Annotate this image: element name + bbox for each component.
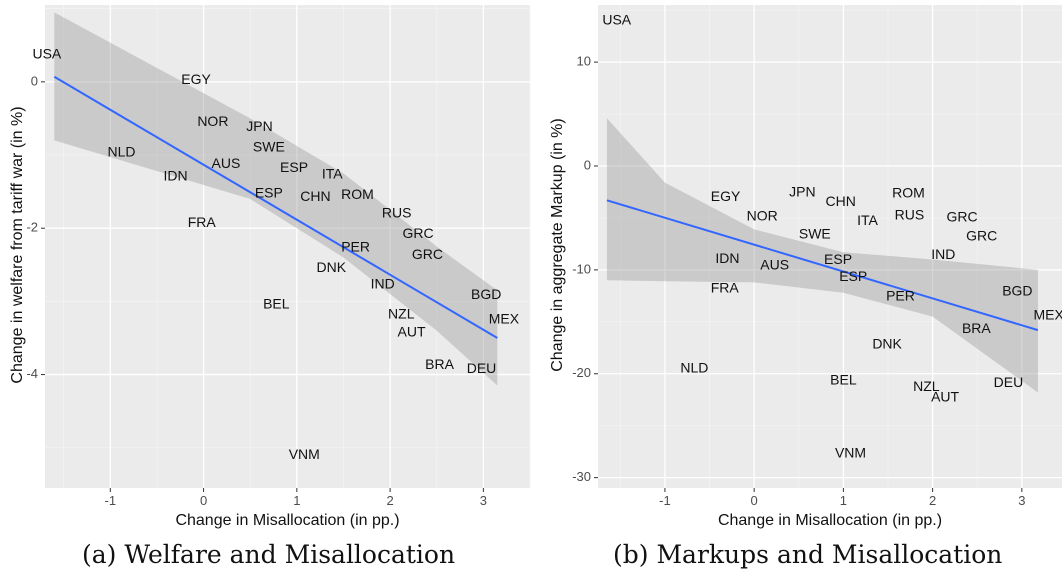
confidence-band [54, 12, 498, 386]
x-axis-title: Change in Misallocation (in pp.) [718, 512, 942, 529]
fit-line [53, 75, 498, 339]
y-tick-label: -2 [26, 220, 38, 235]
point-label-aus: AUS [760, 256, 789, 272]
point-label-idn: IDN [715, 250, 739, 266]
y-tick-label: 10 [577, 54, 591, 69]
point-label-vnm: VNM [835, 444, 866, 460]
fit-line [606, 199, 1039, 332]
point-label-usa: USA [602, 11, 631, 27]
point-label-ita: ITA [857, 212, 878, 228]
y-tick-label: -30 [572, 469, 591, 484]
point-label-bgd: BGD [1002, 282, 1032, 298]
point-label-grc: GRC [946, 209, 977, 225]
point-label-dnk: DNK [872, 335, 902, 351]
y-axis-title: Change in aggregate Markup (in %) [549, 118, 566, 371]
plot-background [45, 5, 530, 488]
point-label-swe: SWE [799, 225, 831, 241]
point-label-ita: ITA [322, 165, 343, 181]
point-label-aus: AUS [212, 155, 241, 171]
markup-misallocation-panel: USA JPN ROM EGY CHN NOR RUS GRC ITA SWE GRC IND IDN E… [549, 5, 1062, 529]
point-label-chn: CHN [826, 193, 856, 209]
point-label-grc: GRC [966, 227, 997, 243]
point-label-vnm: VNM [289, 446, 320, 462]
panel-a-caption: (a) Welfare and Misallocation [82, 540, 456, 569]
point-label-rom: ROM [341, 186, 374, 202]
plot-background [598, 5, 1062, 488]
point-label-swe: SWE [253, 138, 285, 154]
point-label-jpn: JPN [246, 118, 272, 134]
point-label-ind: IND [371, 275, 395, 291]
point-label-fra: FRA [711, 279, 740, 295]
point-label-mex: MEX [1033, 306, 1062, 322]
point-label-egy: EGY [181, 71, 211, 87]
point-label-nld: NLD [680, 359, 708, 375]
x-tick-label: 2 [386, 493, 393, 508]
point-label-ind: IND [931, 246, 955, 262]
confidence-band [606, 118, 1038, 393]
x-tick-label: 1 [293, 493, 300, 508]
point-label-rus: RUS [382, 204, 412, 220]
point-label-aut: AUT [398, 324, 426, 340]
point-label-jpn: JPN [789, 184, 815, 200]
y-tick-label: 0 [584, 157, 591, 172]
panel-b-caption: (b) Markups and Misallocation [613, 540, 1003, 569]
welfare-misallocation-panel: USA EGY NOR JPN SWE NLD ESP ITA AUS IDN ESP CHN ROM R… [9, 5, 531, 529]
point-label-grc: GRC [412, 246, 443, 262]
point-label-esp: ESP [839, 268, 867, 284]
x-tick-label: 3 [480, 493, 487, 508]
point-label-aut: AUT [931, 388, 959, 404]
point-label-deu: DEU [994, 374, 1024, 390]
y-tick-label: -4 [26, 366, 38, 381]
x-tick-label: 3 [1018, 493, 1025, 508]
point-label-per: PER [886, 288, 915, 304]
point-label-rus: RUS [895, 207, 925, 223]
point-label-grc: GRC [403, 225, 434, 241]
x-tick-label: 2 [929, 493, 936, 508]
point-label-bel: BEL [263, 296, 290, 312]
point-label-bra: BRA [962, 320, 991, 336]
point-label-egy: EGY [711, 188, 741, 204]
point-label-nor: NOR [197, 113, 228, 129]
point-label-nzl: NZL [913, 378, 940, 394]
x-axis-title: Change in Misallocation (in pp.) [175, 512, 399, 529]
point-label-per: PER [341, 239, 370, 255]
point-label-fra: FRA [188, 214, 217, 230]
point-label-nld: NLD [107, 144, 135, 160]
y-tick-label: -20 [572, 365, 591, 380]
point-label-deu: DEU [467, 360, 497, 376]
x-tick-label: -1 [659, 493, 671, 508]
point-label-rom: ROM [892, 185, 925, 201]
point-label-mex: MEX [489, 310, 520, 326]
point-label-bra: BRA [425, 356, 454, 372]
y-tick-label: 0 [31, 73, 38, 88]
point-label-nor: NOR [747, 208, 778, 224]
x-tick-label: 0 [751, 493, 758, 508]
point-label-chn: CHN [300, 188, 330, 204]
point-label-dnk: DNK [317, 259, 347, 275]
point-label-idn: IDN [164, 168, 188, 184]
point-label-nzl: NZL [388, 305, 415, 321]
point-label-esp: ESP [824, 251, 852, 267]
point-label-bel: BEL [830, 372, 857, 388]
point-label-bgd: BGD [471, 286, 501, 302]
point-label-esp: ESP [280, 159, 308, 175]
point-label-esp: ESP [255, 185, 283, 201]
y-axis-title: Change in welfare from tariff war (in %) [9, 106, 26, 383]
x-tick-label: -1 [105, 493, 117, 508]
x-tick-label: 0 [200, 493, 207, 508]
x-tick-label: 1 [840, 493, 847, 508]
y-tick-label: -10 [572, 261, 591, 276]
point-label-usa: USA [32, 45, 61, 61]
